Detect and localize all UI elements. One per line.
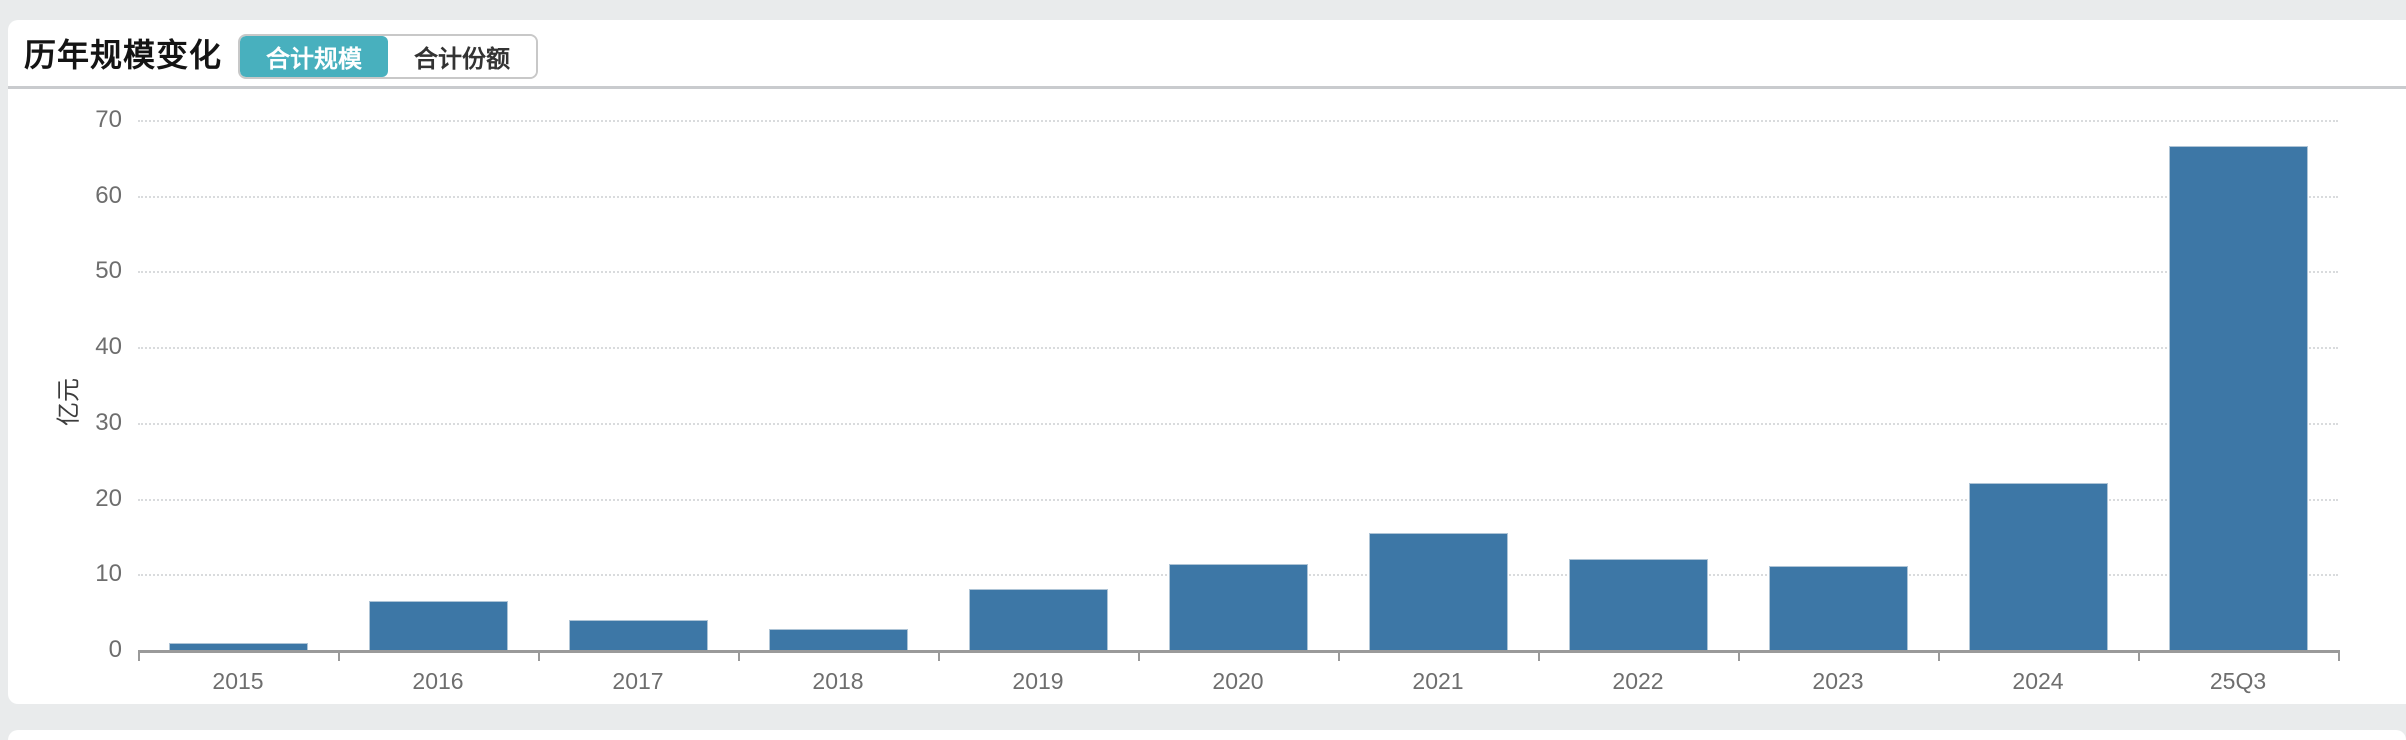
x-axis-tick: [1738, 653, 1740, 661]
tab-total-share[interactable]: 合计份额: [388, 36, 536, 77]
y-axis-tick-label: 20: [95, 484, 122, 512]
x-axis-tick: [2138, 653, 2140, 661]
gridline: [138, 422, 2338, 425]
bar-2017[interactable]: [568, 620, 708, 650]
x-axis-tick: [338, 653, 340, 661]
x-axis-category-label: 25Q3: [2209, 668, 2267, 694]
page-title: 历年规模变化: [24, 37, 223, 73]
card-header: 历年规模变化 合计规模 合计份额: [8, 20, 2406, 89]
y-axis-tick-label: 40: [95, 333, 122, 361]
x-axis-line: [138, 650, 2340, 653]
gridline: [138, 271, 2338, 274]
bar-2021[interactable]: [1368, 533, 1508, 650]
bar-2015[interactable]: [168, 643, 308, 650]
x-axis-tick: [738, 653, 740, 661]
bar-2018[interactable]: [768, 629, 908, 650]
y-axis-tick-label: 50: [95, 257, 122, 285]
x-axis-category-label: 2022: [1612, 668, 1664, 694]
bar-2020[interactable]: [1168, 564, 1308, 650]
gridline: [138, 347, 2338, 350]
x-axis-tick: [2338, 653, 2340, 661]
bar-2019[interactable]: [968, 589, 1108, 650]
bar-25Q3[interactable]: [2168, 146, 2308, 650]
next-card-top-edge: [8, 730, 2406, 740]
y-axis-tick-label: 0: [108, 636, 122, 663]
x-axis-tick: [1538, 653, 1540, 661]
y-axis-tick-label: 60: [95, 181, 122, 209]
bar-2016[interactable]: [368, 601, 508, 650]
x-axis-category-label: 2016: [412, 668, 464, 694]
scale-share-toggle: 合计规模 合计份额: [238, 34, 538, 79]
gridline: [138, 498, 2338, 501]
x-axis-category-label: 2017: [612, 668, 664, 694]
y-axis-tick-label: 30: [95, 408, 122, 436]
x-axis-category-label: 2015: [212, 668, 264, 694]
bar-chart: 0 10 20 30 40 50 60 70 亿元 2015 2016 2017 2018 2019 202…: [8, 92, 2406, 704]
x-axis-category-label: 2019: [1012, 668, 1064, 694]
bar-2024[interactable]: [1968, 483, 2108, 650]
bar-2023[interactable]: [1768, 566, 1908, 650]
bar-2022[interactable]: [1568, 559, 1708, 650]
chart-card: 历年规模变化 合计规模 合计份额 0 10 20 30 40 50 60 70 亿元 2015 20…: [8, 20, 2406, 704]
y-axis-tick-label: 10: [95, 560, 122, 588]
x-axis-tick: [1138, 653, 1140, 661]
gridline: [138, 195, 2338, 198]
x-axis-category-label: 2023: [1812, 668, 1864, 694]
x-axis-category-label: 2021: [1412, 668, 1464, 694]
x-axis-tick: [1938, 653, 1940, 661]
tab-total-scale[interactable]: 合计规模: [240, 36, 388, 77]
x-axis-tick: [138, 653, 140, 661]
x-axis-category-label: 2018: [812, 668, 864, 694]
x-axis-tick: [938, 653, 940, 661]
gridline: [138, 120, 2338, 123]
x-axis-tick: [1338, 653, 1340, 661]
x-axis-category-label: 2020: [1212, 668, 1264, 694]
y-axis-tick-label: 70: [95, 106, 122, 134]
x-axis-category-label: 2024: [2012, 668, 2064, 694]
x-axis-tick: [538, 653, 540, 661]
y-axis-title: 亿元: [55, 378, 83, 426]
